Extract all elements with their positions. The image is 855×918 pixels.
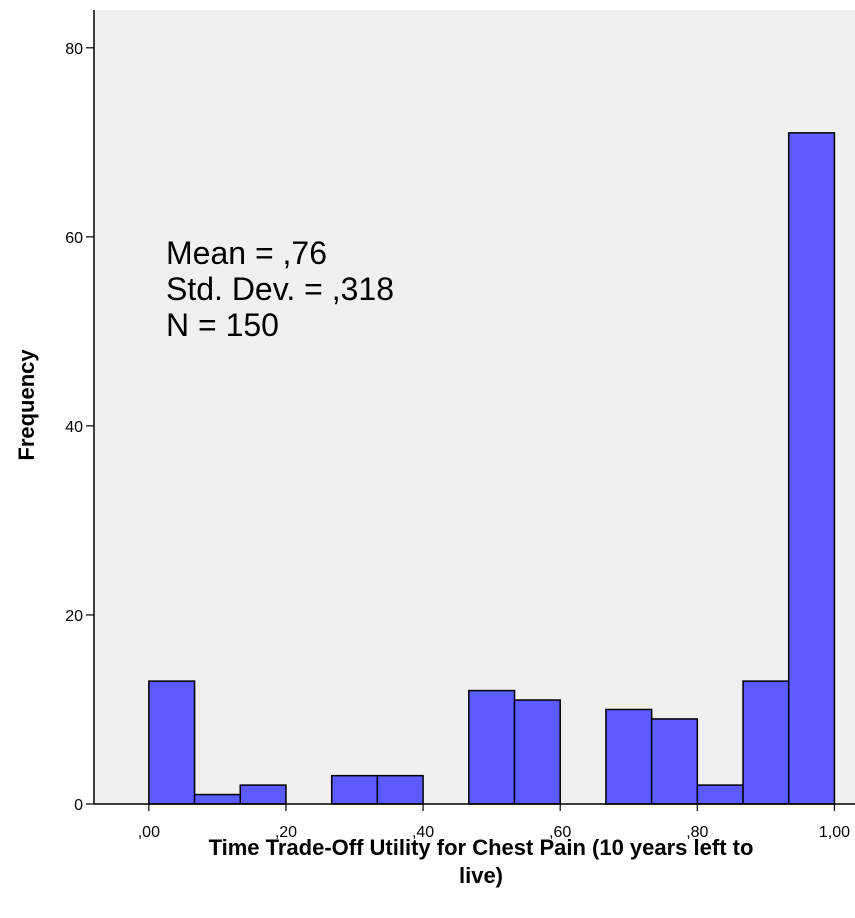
histogram-bar-8: [468, 689, 516, 805]
x-tick-label: ,00: [138, 824, 160, 841]
histogram-bar-6: [376, 774, 424, 805]
histogram-bar-3: [239, 784, 287, 805]
y-tick-label: 40: [65, 419, 83, 436]
plot-area: [94, 10, 855, 804]
y-tick-label: 0: [74, 797, 83, 814]
axes: [93, 10, 855, 805]
y-tick-label: 60: [65, 230, 83, 247]
histogram-bars: [148, 132, 836, 805]
stats-n: N = 150: [166, 307, 279, 343]
histogram-bar-5: [330, 774, 379, 805]
x-axis-ticks: ,00 ,20 ,40 ,60 ,80 1,00: [138, 804, 850, 841]
stats-std-dev: Std. Dev. = ,318: [166, 271, 394, 307]
y-tick-label: 20: [65, 608, 83, 625]
x-tick-label: 1,00: [819, 824, 850, 841]
histogram-bar-11: [605, 708, 653, 805]
histogram-bar-12: [650, 718, 699, 805]
y-axis-label: Frequency: [14, 349, 39, 461]
histogram-bar-15: [787, 132, 836, 805]
x-axis-label-line-2: live): [459, 863, 503, 888]
y-tick-label: 80: [65, 41, 83, 58]
histogram-bar-14: [742, 680, 790, 805]
histogram-bar-13: [696, 784, 744, 805]
x-tick-label: ,60: [549, 824, 571, 841]
histogram-bar-2: [193, 793, 242, 805]
stats-mean: Mean = ,76: [166, 235, 327, 271]
x-tick-label: ,40: [412, 824, 434, 841]
x-tick-label: ,20: [275, 824, 297, 841]
histogram-bar-1: [148, 680, 196, 805]
histogram-bar-9: [513, 699, 561, 805]
x-tick-label: ,80: [686, 824, 708, 841]
x-axis-label-line-1: Time Trade-Off Utility for Chest Pain (1…: [209, 835, 754, 860]
y-axis-ticks: 0 20 40 60 80: [65, 41, 94, 814]
